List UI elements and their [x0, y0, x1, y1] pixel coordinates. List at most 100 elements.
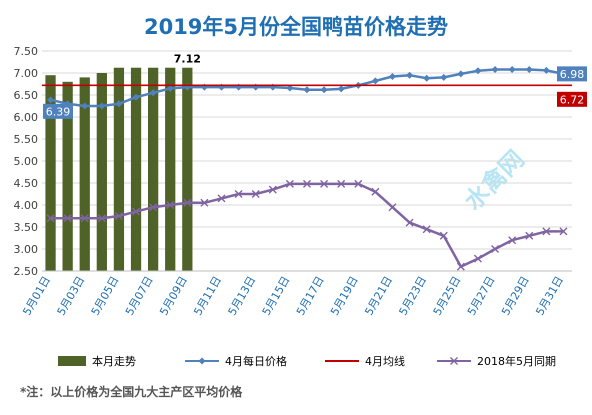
point-marker — [251, 190, 260, 198]
y-tick-label: 3.50 — [14, 221, 39, 234]
x-tick-label: 5月25日 — [431, 274, 464, 318]
bar — [79, 77, 90, 272]
point-marker — [525, 231, 534, 240]
x-tick-label: 5月05日 — [89, 274, 122, 318]
point-marker — [63, 214, 72, 223]
x-tick-label: 5月23日 — [397, 274, 430, 318]
point-marker — [440, 73, 448, 81]
data-label: 6.39 — [46, 105, 71, 118]
point-marker — [491, 245, 500, 253]
point-marker — [559, 227, 568, 236]
data-label: 7.12 — [174, 53, 201, 66]
point-marker — [132, 93, 140, 101]
legend-swatch — [58, 356, 86, 366]
x-tick-label: 5月19日 — [328, 274, 361, 318]
chart-title: 2019年5月份全国鸭苗价格走势 — [144, 15, 448, 39]
point-marker — [542, 227, 551, 236]
point-marker — [132, 207, 141, 216]
point-marker — [388, 203, 397, 212]
point-marker — [525, 65, 533, 73]
point-marker — [320, 86, 328, 94]
x-tick-label: 5月27日 — [465, 274, 498, 318]
y-tick-label: 4.50 — [14, 177, 39, 190]
bar — [148, 67, 159, 271]
point-marker — [183, 198, 192, 207]
point-marker — [371, 187, 380, 196]
point-marker — [166, 201, 175, 209]
y-tick-label: 5.00 — [14, 155, 39, 168]
point-marker — [354, 179, 363, 188]
y-tick-label: 3.00 — [14, 243, 39, 256]
y-tick-label: 6.00 — [14, 111, 39, 124]
point-marker — [423, 74, 431, 82]
x-tick-label: 5月03日 — [55, 274, 88, 318]
y-tick-label: 6.50 — [14, 89, 39, 102]
point-marker — [303, 179, 311, 188]
point-marker — [80, 214, 89, 223]
footnote: *注：以上价格为全国九大主产区平均价格 — [20, 384, 243, 399]
point-marker — [508, 65, 516, 73]
point-marker — [149, 89, 157, 97]
legend-label: 本月走势 — [92, 354, 136, 368]
point-marker — [97, 214, 106, 223]
legend-marker — [198, 357, 206, 365]
point-marker — [320, 179, 329, 188]
point-marker — [46, 214, 55, 223]
data-label: 6.72 — [560, 93, 585, 106]
point-marker — [439, 231, 448, 240]
point-marker — [456, 262, 465, 271]
x-tick-label: 5月17日 — [294, 274, 327, 318]
y-tick-label: 7.00 — [14, 67, 39, 80]
point-marker — [422, 225, 431, 234]
point-marker — [217, 194, 226, 203]
legend: 本月走势 4月每日价格 4月均线 2018年5月同期 — [58, 354, 556, 368]
point-marker — [268, 185, 277, 194]
data-labels: 7.12 6.39 6.98 6.72 — [43, 53, 587, 119]
bar — [96, 73, 107, 271]
bar — [45, 75, 56, 271]
data-label-box — [557, 91, 587, 107]
point-marker — [473, 254, 482, 263]
data-label-box — [43, 103, 73, 119]
point-marker — [337, 179, 346, 188]
legend-item: 4月每日价格 — [185, 354, 287, 368]
y-tick-label: 2.50 — [14, 265, 39, 278]
point-marker — [234, 190, 243, 198]
point-marker — [200, 198, 209, 207]
x-tick-label: 5月21日 — [362, 274, 395, 318]
legend-item: 2018年5月同期 — [437, 354, 556, 368]
x-tick-label: 5月15日 — [260, 274, 293, 318]
legend-marker — [450, 357, 458, 365]
point-marker — [405, 218, 414, 227]
point-marker — [286, 84, 294, 92]
x-tick-label: 5月13日 — [226, 274, 259, 318]
point-marker — [114, 212, 123, 220]
point-marker — [303, 86, 311, 94]
point-marker — [81, 102, 89, 110]
bar — [130, 67, 142, 271]
legend-item: 4月均线 — [325, 354, 405, 368]
y-tick-label: 5.50 — [14, 133, 39, 146]
point-marker — [371, 77, 379, 85]
y-tick-label: 7.50 — [14, 45, 39, 58]
point-marker — [388, 73, 396, 81]
point-marker — [474, 67, 482, 75]
legend-label: 4月每日价格 — [225, 354, 287, 368]
point-marker — [166, 84, 174, 92]
line-series — [42, 65, 572, 271]
data-label-box — [557, 66, 587, 82]
x-tick-label: 5月31日 — [533, 274, 566, 318]
bar — [182, 67, 193, 271]
legend-item: 本月走势 — [58, 354, 136, 368]
x-tick-label: 5月09日 — [157, 274, 190, 318]
bar — [113, 67, 125, 271]
point-marker — [149, 203, 158, 212]
point-marker — [98, 102, 106, 110]
x-tick-label: 5月11日 — [191, 274, 224, 318]
point-marker — [406, 71, 414, 79]
x-tick-label: 5月29日 — [499, 274, 532, 318]
data-label: 6.98 — [560, 68, 585, 81]
point-marker — [47, 96, 55, 104]
point-marker — [457, 70, 465, 78]
